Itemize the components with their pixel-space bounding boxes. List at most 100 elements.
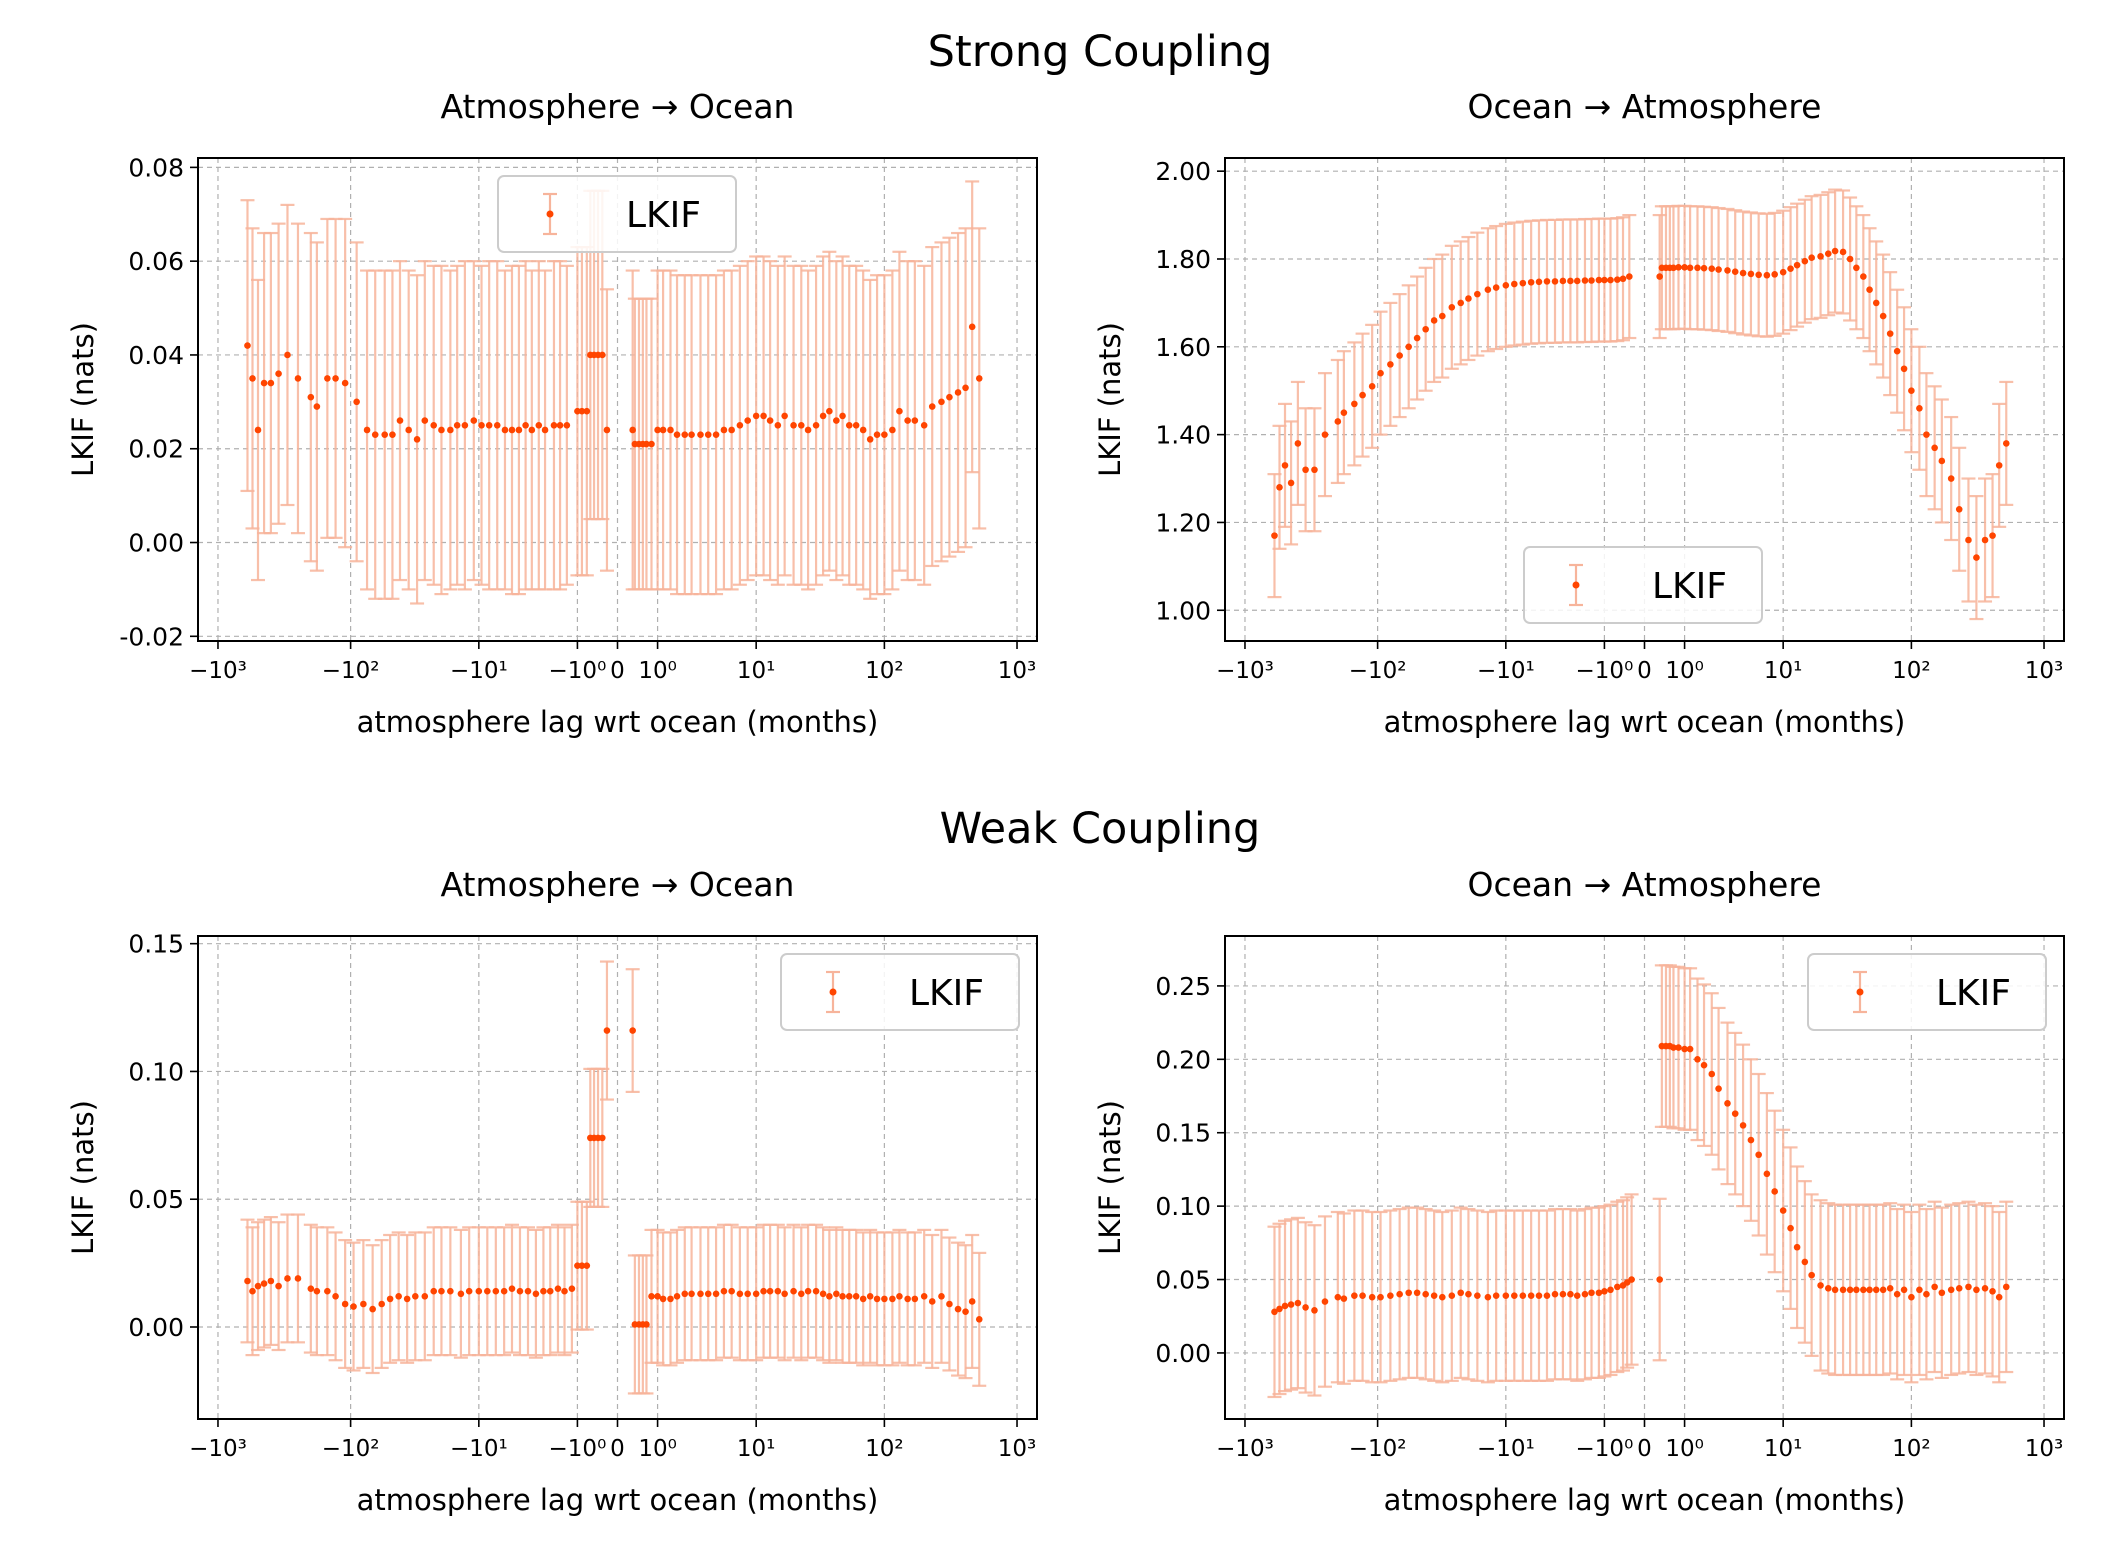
data-point [667, 1295, 674, 1303]
data-point [254, 426, 262, 434]
data-point [1457, 1289, 1465, 1297]
data-point [1995, 1293, 2003, 1301]
data-point [697, 1290, 704, 1298]
data-point [911, 417, 919, 424]
x-tick-label: −10⁰ [1576, 1436, 1634, 1462]
x-axis-label: atmosphere lag wrt ocean (months) [357, 705, 879, 739]
y-tick-label: -0.02 [119, 622, 184, 651]
data-point [1879, 312, 1887, 320]
data-point [659, 426, 667, 434]
data-point [648, 1293, 655, 1300]
data-point [1448, 303, 1456, 311]
y-tick-label: 0.02 [128, 435, 184, 464]
data-point [752, 412, 760, 420]
data-point [643, 440, 650, 448]
data-point [826, 407, 833, 415]
data-point [438, 426, 445, 434]
data-point [1670, 264, 1677, 272]
data-point [1271, 532, 1278, 539]
legend: LKIF [780, 953, 1020, 1031]
data-point [1715, 1085, 1722, 1092]
legend-box [780, 953, 1020, 1031]
data-point [1763, 1170, 1771, 1178]
x-tick-label: 10² [1892, 1436, 1931, 1462]
data-point [396, 417, 404, 424]
data-point [1824, 1285, 1832, 1292]
data-point [1973, 1286, 1980, 1294]
y-tick-label: 0.04 [128, 341, 184, 370]
data-point [492, 1287, 500, 1295]
data-point [648, 440, 655, 448]
data-point [541, 426, 549, 434]
data-point [667, 426, 674, 434]
x-tick-label: 10² [865, 1436, 904, 1462]
data-point [962, 384, 969, 392]
data-point [1340, 409, 1348, 416]
legend-box [1807, 953, 2047, 1031]
data-point [1755, 271, 1762, 279]
data-point [528, 426, 536, 434]
data-point [574, 1262, 581, 1269]
data-point [1886, 1285, 1894, 1292]
data-point [1989, 1287, 1996, 1295]
data-point [797, 1290, 805, 1298]
data-point [760, 1287, 767, 1295]
data-point [1302, 466, 1309, 474]
data-point [736, 1290, 744, 1298]
data-point [1989, 532, 1996, 539]
data-point [1853, 264, 1860, 272]
data-point [896, 407, 903, 415]
data-point [485, 421, 493, 429]
legend-label: LKIF [909, 973, 984, 1014]
strong-coupling-title: Strong Coupling [928, 27, 1273, 77]
x-tick-label: 10¹ [737, 658, 776, 684]
data-point [1938, 457, 1946, 465]
x-tick-label: −10² [322, 1436, 380, 1462]
y-tick-label: 0.05 [128, 1185, 184, 1214]
data-point [1839, 248, 1847, 256]
x-tick-label: 10² [865, 658, 904, 684]
data-point [1396, 1290, 1403, 1298]
data-point [1779, 268, 1787, 276]
data-point [1484, 1293, 1492, 1301]
data-point [493, 421, 501, 429]
data-point [1793, 261, 1801, 269]
x-tick-label: −10¹ [1477, 658, 1535, 684]
data-point [804, 426, 812, 434]
data-point [1681, 264, 1688, 271]
data-point [363, 426, 371, 434]
data-point [453, 421, 461, 429]
data-point [673, 1293, 681, 1300]
data-point [1439, 312, 1446, 320]
data-point [1396, 352, 1403, 359]
x-tick-label: −10⁰ [549, 658, 607, 684]
data-point [1281, 462, 1289, 469]
data-point [1931, 444, 1938, 452]
data-point [704, 1290, 712, 1298]
data-point [1573, 277, 1581, 285]
data-point [833, 1290, 840, 1298]
data-point [1448, 1292, 1456, 1299]
data-point [1474, 1292, 1481, 1299]
data-point [1294, 1299, 1302, 1307]
data-point [1535, 278, 1543, 286]
y-tick-label: 2.00 [1155, 157, 1211, 186]
data-point [332, 375, 339, 382]
y-axis-label: LKIF (nats) [66, 322, 100, 477]
data-point [1484, 286, 1492, 294]
data-point [1793, 1243, 1801, 1251]
grid-lines [198, 936, 1037, 1419]
y-tick-label: 0.06 [128, 247, 184, 276]
data-point [360, 1300, 367, 1308]
data-point [341, 379, 349, 387]
x-tick-label: 10¹ [737, 1436, 776, 1462]
data-point [760, 412, 767, 420]
data-point [1893, 1290, 1901, 1298]
data-point [508, 1285, 516, 1292]
data-point [1981, 536, 1989, 544]
data-point [1831, 247, 1839, 255]
data-point [1607, 1286, 1614, 1294]
x-tick-label: −10⁰ [1576, 658, 1634, 684]
data-point [1973, 554, 1980, 561]
chart-weak-ocean-atm: Ocean → Atmosphere −10³ −10² −10¹ −10⁰ 0 10⁰ 10… [1093, 865, 2065, 1517]
